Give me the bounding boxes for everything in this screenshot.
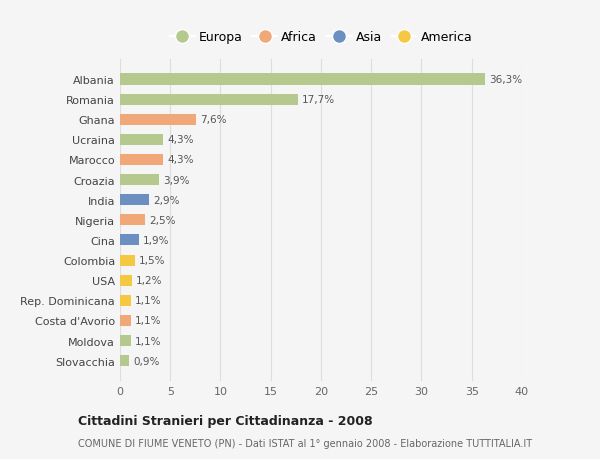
Text: 2,5%: 2,5% xyxy=(149,215,176,225)
Bar xyxy=(120,155,163,166)
Bar xyxy=(120,275,132,286)
Bar xyxy=(120,134,163,146)
Bar xyxy=(120,315,131,326)
Bar xyxy=(120,195,149,206)
Text: 4,3%: 4,3% xyxy=(167,135,194,145)
Text: 17,7%: 17,7% xyxy=(302,95,335,105)
Text: 3,9%: 3,9% xyxy=(163,175,190,185)
Text: 1,1%: 1,1% xyxy=(135,316,161,326)
Bar xyxy=(120,255,135,266)
Bar xyxy=(120,295,131,306)
Text: 7,6%: 7,6% xyxy=(200,115,227,125)
Bar xyxy=(120,114,196,125)
Text: 4,3%: 4,3% xyxy=(167,155,194,165)
Bar xyxy=(120,174,159,186)
Text: 1,1%: 1,1% xyxy=(135,336,161,346)
Text: COMUNE DI FIUME VENETO (PN) - Dati ISTAT al 1° gennaio 2008 - Elaborazione TUTTI: COMUNE DI FIUME VENETO (PN) - Dati ISTAT… xyxy=(78,438,532,448)
Legend: Europa, Africa, Asia, America: Europa, Africa, Asia, America xyxy=(166,28,476,48)
Bar xyxy=(120,235,139,246)
Text: Cittadini Stranieri per Cittadinanza - 2008: Cittadini Stranieri per Cittadinanza - 2… xyxy=(78,414,373,428)
Text: 0,9%: 0,9% xyxy=(133,356,160,366)
Bar xyxy=(120,95,298,106)
Text: 2,9%: 2,9% xyxy=(153,195,179,205)
Bar xyxy=(120,355,129,366)
Text: 1,2%: 1,2% xyxy=(136,275,163,285)
Bar xyxy=(120,74,485,85)
Bar xyxy=(120,335,131,346)
Text: 1,5%: 1,5% xyxy=(139,256,166,265)
Bar xyxy=(120,215,145,226)
Text: 36,3%: 36,3% xyxy=(489,75,522,85)
Text: 1,9%: 1,9% xyxy=(143,235,170,246)
Text: 1,1%: 1,1% xyxy=(135,296,161,306)
